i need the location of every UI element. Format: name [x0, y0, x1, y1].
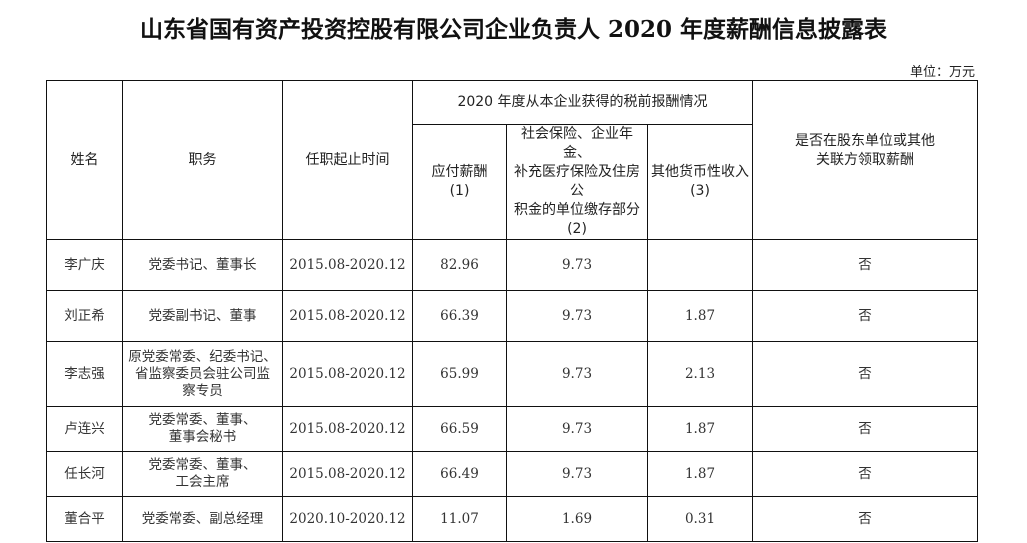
header-pretax-compensation-group: 2020 年度从本企业获得的税前报酬情况 [412, 80, 753, 125]
position-line: 党委常委、董事、 [148, 457, 257, 473]
header-related-party-line: 是否在股东单位或其他 [795, 132, 935, 149]
cell-term: 2015.08-2020.12 [282, 290, 413, 342]
cell-salary: 66.39 [412, 290, 507, 342]
spacer [755, 170, 975, 189]
table-row: 任长河 党委常委、董事、 工会主席 2015.08-2020.12 66.49 … [46, 451, 978, 497]
header-salary-label: 应付薪酬 [431, 164, 488, 180]
cell-term: 2015.08-2020.12 [282, 239, 413, 291]
cell-position: 党委常委、董事、 工会主席 [122, 451, 283, 497]
position-line: 董事会秘书 [168, 429, 237, 445]
cell-name: 董合平 [46, 496, 123, 542]
cell-insurance: 9.73 [506, 406, 648, 452]
cell-related-party: 否 [752, 239, 978, 291]
cell-related-party: 否 [752, 451, 978, 497]
header-term: 任职起止时间 [282, 80, 413, 240]
cell-term: 2015.08-2020.12 [282, 406, 413, 452]
position-line: 工会主席 [175, 474, 230, 490]
table-row: 卢连兴 党委常委、董事、 董事会秘书 2015.08-2020.12 66.59… [46, 406, 978, 452]
position-line: 原党委常委、纪委书记、 [128, 348, 277, 365]
cell-other-income: 1.87 [647, 406, 753, 452]
compensation-table: 姓名 职务 任职起止时间 2020 年度从本企业获得的税前报酬情况 是否在股东单… [46, 80, 978, 542]
cell-related-party: 否 [752, 290, 978, 342]
cell-position: 党委常委、副总经理 [122, 496, 283, 542]
header-insurance-line: 积金的单位缴存部分 [514, 202, 640, 218]
cell-term: 2015.08-2020.12 [282, 341, 413, 407]
header-other-income: 其他货币性收入 (3) [647, 124, 753, 240]
table-row: 李志强 原党委常委、纪委书记、 省监察委员会驻公司监 察专员 2015.08-2… [46, 341, 978, 407]
position-line: 党委副书记、董事 [148, 307, 257, 324]
cell-related-party: 否 [752, 406, 978, 452]
header-salary: 应付薪酬 (1) [412, 124, 507, 240]
cell-position: 党委常委、董事、 董事会秘书 [122, 406, 283, 452]
cell-insurance: 9.73 [506, 239, 648, 291]
cell-insurance: 9.73 [506, 451, 648, 497]
table-row: 李广庆 党委书记、董事长 2015.08-2020.12 82.96 9.73 … [46, 239, 978, 291]
cell-related-party: 否 [752, 341, 978, 407]
header-insurance-line: 补充医疗保险及住房公 [514, 164, 640, 199]
header-insurance-note: (2) [567, 221, 587, 237]
cell-insurance: 9.73 [506, 290, 648, 342]
unit-label: 单位：万元 [909, 65, 975, 80]
cell-other-income: 2.13 [647, 341, 753, 407]
cell-insurance: 1.69 [506, 496, 648, 542]
cell-other-income [647, 239, 753, 291]
cell-related-party: 否 [752, 496, 978, 542]
cell-salary: 82.96 [412, 239, 507, 291]
header-salary-note: (1) [449, 183, 470, 199]
table-row: 董合平 党委常委、副总经理 2020.10-2020.12 11.07 1.69… [46, 496, 978, 542]
header-related-party-line: 关联方领取薪酬 [816, 151, 914, 168]
cell-insurance: 9.73 [506, 341, 648, 407]
cell-term: 2015.08-2020.12 [282, 451, 413, 497]
cell-salary: 11.07 [412, 496, 507, 542]
cell-name: 任长河 [46, 451, 123, 497]
cell-salary: 66.59 [412, 406, 507, 452]
position-line: 省监察委员会驻公司监 [135, 365, 270, 382]
position-line: 党委书记、董事长 [148, 256, 257, 273]
cell-other-income: 0.31 [647, 496, 753, 542]
cell-salary: 66.49 [412, 451, 507, 497]
header-insurance: 社会保险、企业年金、 补充医疗保险及住房公 积金的单位缴存部分 (2) [506, 124, 648, 240]
cell-name: 刘正希 [46, 290, 123, 342]
document-title: 山东省国有资产投资控股有限公司企业负责人 2020 年度薪酬信息披露表 [139, 16, 888, 43]
header-position: 职务 [122, 80, 283, 240]
position-line: 察专员 [182, 382, 223, 399]
header-other-income-note: (3) [690, 183, 710, 199]
cell-other-income: 1.87 [647, 451, 753, 497]
cell-name: 李广庆 [46, 239, 123, 291]
position-line: 党委常委、副总经理 [141, 510, 264, 527]
cell-salary: 65.99 [412, 341, 507, 407]
table-row: 刘正希 党委副书记、董事 2015.08-2020.12 66.39 9.73 … [46, 290, 978, 342]
cell-position: 原党委常委、纪委书记、 省监察委员会驻公司监 察专员 [122, 341, 283, 407]
cell-position: 党委副书记、董事 [122, 290, 283, 342]
cell-position: 党委书记、董事长 [122, 239, 283, 291]
header-related-party: 是否在股东单位或其他 关联方领取薪酬 [752, 80, 978, 240]
cell-name: 李志强 [46, 341, 123, 407]
cell-other-income: 1.87 [647, 290, 753, 342]
cell-term: 2020.10-2020.12 [282, 496, 413, 542]
position-line: 党委常委、董事、 [148, 412, 257, 428]
cell-name: 卢连兴 [46, 406, 123, 452]
header-other-income-label: 其他货币性收入 [651, 164, 749, 180]
header-insurance-line: 社会保险、企业年金、 [521, 126, 633, 161]
header-name: 姓名 [46, 80, 123, 240]
header-row-1: 姓名 职务 任职起止时间 2020 年度从本企业获得的税前报酬情况 是否在股东单… [46, 80, 978, 240]
